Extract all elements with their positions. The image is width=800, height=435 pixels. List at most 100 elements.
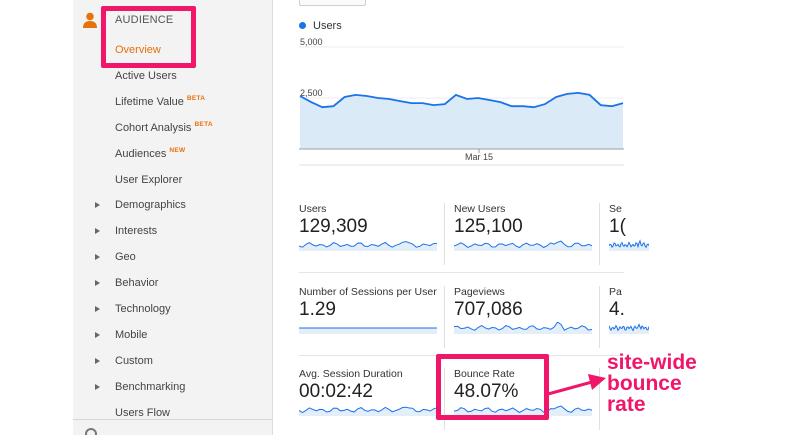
sidebar-item-benchmarking[interactable]: Benchmarking	[95, 380, 186, 393]
sidebar-item-overview[interactable]: Overview	[115, 44, 161, 56]
users-line-chart[interactable]: 5,000 2,500 Mar 15	[299, 36, 624, 168]
caret-right-icon	[95, 306, 100, 312]
metric-sparkline	[609, 323, 649, 334]
chart-area	[300, 92, 623, 149]
sidebar-item-behavior[interactable]: Behavior	[95, 277, 159, 290]
sidebar-item-audiences[interactable]: Audiences NEW	[115, 146, 186, 160]
metric-divider	[444, 286, 445, 348]
highlight-box-overview	[101, 6, 196, 68]
metric-sparkline	[454, 322, 592, 334]
metric-value: 129,309	[299, 216, 368, 237]
sidebar-item-label: Demographics	[115, 199, 186, 212]
sidebar-item-label: Users Flow	[115, 406, 171, 419]
annotation-line: rate	[607, 393, 646, 416]
legend-label: Users	[313, 20, 342, 32]
highlight-box-bounce-rate	[436, 354, 549, 420]
metric-label: Pa	[609, 286, 622, 298]
metric-divider	[444, 368, 445, 430]
sidebar-item-label: User Explorer	[115, 173, 183, 186]
metric-label: New Users	[454, 203, 506, 215]
metric-label: Number of Sessions per User	[299, 286, 437, 298]
metric-sparkline	[299, 327, 437, 334]
sidebar-item-cohort-analysis[interactable]: Cohort Analysis BETA	[115, 121, 213, 134]
sidebar-item-user-explorer[interactable]: User Explorer	[115, 174, 182, 186]
sparkline-line	[454, 405, 592, 414]
sparkline-area	[299, 241, 437, 251]
sidebar-item-demographics[interactable]: Demographics	[95, 199, 186, 212]
x-tick-label: Mar 15	[465, 152, 493, 162]
caret-right-icon	[95, 202, 100, 209]
sparkline-area	[454, 241, 592, 251]
search-icon[interactable]	[85, 428, 97, 435]
caret-right-icon	[95, 357, 100, 364]
sidebar-item-label: Cohort Analysis	[115, 121, 192, 134]
sidebar-item-label: Overview	[115, 44, 161, 56]
chart-options-button[interactable]	[299, 0, 366, 6]
metric-label: Se	[609, 203, 622, 215]
metric-value: 125,100	[454, 216, 523, 237]
metric-label: Users	[299, 203, 327, 215]
sidebar-item-label: Custom	[115, 354, 153, 367]
sidebar-section-audience[interactable]: AUDIENCE	[115, 14, 174, 26]
caret-right-icon	[95, 254, 100, 261]
sidebar-item-label: Geo	[115, 251, 136, 264]
sidebar-item-label: Benchmarking	[115, 380, 186, 393]
metric-divider	[599, 368, 600, 430]
sidebar-item-mobile[interactable]: Mobile	[95, 328, 148, 341]
metric-label: Bounce Rate	[454, 368, 515, 380]
sidebar-item-users-flow[interactable]: Users Flow	[115, 407, 170, 419]
metric-sparkline	[609, 239, 649, 251]
sidebar-item-lifetime-value[interactable]: Lifetime Value BETA	[115, 94, 206, 108]
sparkline-area	[299, 328, 437, 334]
y-tick-label: 2,500	[300, 88, 323, 98]
sidebar-item-active-users[interactable]: Active Users	[115, 70, 177, 82]
caret-right-icon	[95, 383, 100, 390]
sparkline-line	[609, 239, 649, 249]
sidebar-item-badge: NEW	[169, 146, 186, 154]
metric-card-bounce-rate[interactable]: Bounce Rate 48.07%	[454, 368, 592, 418]
metric-divider	[599, 286, 600, 348]
metric-card-number-of-sessions-per-user[interactable]: Number of Sessions per User 1.29	[299, 286, 437, 336]
metric-card-pageviews[interactable]: Pageviews 707,086	[454, 286, 592, 336]
annotation-line: bounce	[607, 372, 682, 395]
sidebar-item-technology[interactable]: Technology	[95, 303, 171, 315]
sidebar-item-custom[interactable]: Custom	[95, 354, 153, 367]
sidebar-item-label: Mobile	[115, 328, 148, 341]
arrow-icon	[547, 374, 606, 396]
sidebar-item-label: Lifetime Value	[115, 95, 184, 108]
metric-label: Pageviews	[454, 286, 505, 298]
metric-sparkline	[454, 240, 592, 251]
metric-value: 1(	[609, 216, 626, 237]
metric-card-se[interactable]: Se 1(	[609, 203, 649, 253]
sidebar-item-geo[interactable]: Geo	[95, 251, 136, 264]
metric-value: 4.	[609, 299, 625, 320]
metric-card-avg-session-duration[interactable]: Avg. Session Duration 00:02:42	[299, 368, 437, 418]
sparkline-line	[609, 323, 649, 332]
person-icon	[83, 12, 97, 28]
metric-card-pa[interactable]: Pa 4.	[609, 286, 649, 336]
series-line-users	[299, 91, 624, 109]
chart-legend[interactable]: Users	[299, 20, 342, 32]
metric-card-users[interactable]: Users 129,309	[299, 203, 437, 253]
metric-value: 48.07%	[454, 381, 519, 402]
y-tick-label: 5,000	[300, 37, 323, 47]
metric-card-new-users[interactable]: New Users 125,100	[454, 203, 592, 253]
sidebar-item-label: Audiences	[115, 147, 167, 160]
metric-row-divider	[299, 272, 624, 273]
caret-right-icon	[95, 228, 100, 235]
left-gutter	[0, 0, 73, 435]
sidebar-item-label: Behavior	[115, 277, 159, 290]
caret-right-icon	[95, 280, 100, 287]
metric-sparkline	[299, 241, 437, 251]
sparkline-line	[454, 240, 592, 249]
sparkline-line	[454, 322, 592, 331]
main-content: Users 5,000 2,500 Mar 15 Users 129,309 New U…	[284, 0, 800, 435]
sidebar-item-label: Technology	[115, 303, 171, 315]
metric-label: Avg. Session Duration	[299, 368, 403, 380]
sidebar-item-interests[interactable]: Interests	[95, 225, 157, 237]
metric-value: 1.29	[299, 299, 336, 320]
sidebar-divider	[73, 419, 272, 420]
metric-value: 00:02:42	[299, 381, 373, 402]
legend-dot-icon	[299, 22, 306, 29]
sidebar-item-badge: BETA	[186, 94, 206, 102]
